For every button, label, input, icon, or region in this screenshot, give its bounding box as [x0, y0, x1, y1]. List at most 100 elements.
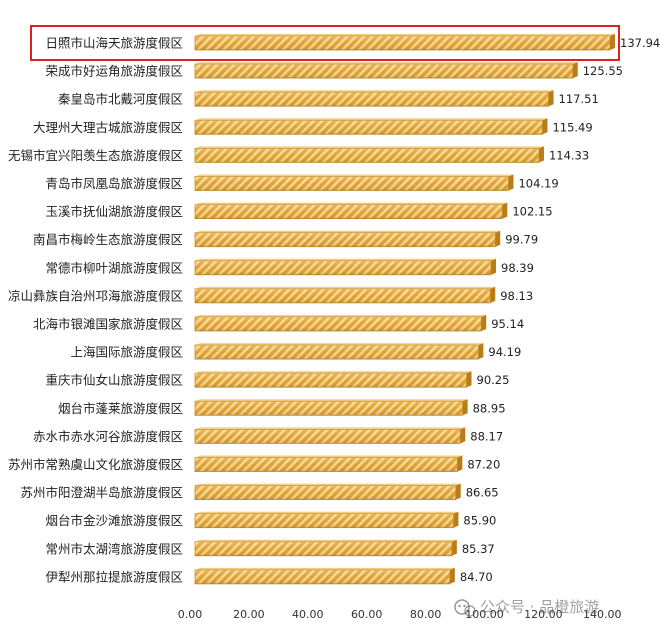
value-label: 115.49: [552, 120, 592, 134]
x-tick-label: 120.00: [524, 608, 563, 621]
category-label: 大理州大理古城旅游度假区: [33, 120, 183, 135]
bar-top-face: [195, 315, 487, 317]
bar-row: 苏州市阳澄湖半岛旅游度假区 86.65: [20, 483, 499, 500]
bar-row: 大理州大理古城旅游度假区 115.49: [33, 118, 593, 135]
bar-shading: [195, 64, 573, 79]
highlight-box: [30, 25, 620, 61]
bar-row: 上海国际旅游度假区 94.19: [70, 343, 521, 360]
value-label: 99.79: [505, 233, 538, 247]
bar-side-face: [481, 315, 487, 331]
bar-top-face: [195, 483, 461, 486]
bar-side-face: [453, 511, 459, 528]
category-label: 荣成市好运角旅游度假区: [45, 64, 183, 79]
bar-side-face: [542, 118, 548, 135]
bar-shading: [195, 373, 467, 388]
x-axis: 0.00 20.00 40.00 60.00 80.00 100.00 120.00 140.…: [178, 608, 622, 621]
bar-top-face: [195, 539, 457, 542]
bar-shading: [195, 204, 503, 219]
bar-row: 南昌市梅岭生态旅游度假区 99.79: [33, 230, 538, 247]
bar-row: 烟台市蓬莱旅游度假区 88.95: [58, 399, 506, 416]
bar-shading: [195, 148, 539, 163]
bar-side-face: [462, 399, 468, 416]
bar-top-face: [195, 258, 497, 261]
watermark-text: 公众号 · 品橙旅游: [480, 598, 599, 616]
bar-top-face: [195, 230, 501, 233]
value-label: 98.39: [501, 261, 534, 275]
bar-side-face: [508, 174, 514, 191]
bar-side-face: [491, 258, 497, 275]
value-label: 84.70: [460, 570, 493, 584]
bar-row: 常德市柳叶湖旅游度假区 98.39: [45, 258, 534, 275]
category-label: 苏州市阳澄湖半岛旅游度假区: [20, 485, 183, 500]
category-label: 凉山彝族自治州邛海旅游度假区: [8, 288, 183, 303]
bar-top-face: [195, 567, 455, 570]
bar-row: 荣成市好运角旅游度假区 125.55: [45, 62, 623, 79]
bar-top-face: [195, 62, 578, 65]
bar-side-face: [490, 286, 496, 303]
bar-side-face: [451, 539, 457, 556]
bar-side-face: [572, 62, 578, 79]
category-label: 秦皇岛市北戴河度假区: [58, 92, 183, 107]
bar-row: 青岛市凤凰岛旅游度假区 104.19: [45, 174, 559, 191]
bar-top-face: [195, 399, 468, 402]
bar-top-face: [195, 146, 544, 149]
category-label: 常德市柳叶湖旅游度假区: [45, 260, 183, 275]
value-label: 85.37: [462, 542, 495, 556]
value-label: 88.17: [470, 429, 503, 443]
bar-side-face: [538, 146, 544, 163]
wechat-icon: [454, 599, 476, 617]
bar-top-face: [195, 511, 459, 514]
category-label: 烟台市金沙滩旅游度假区: [45, 513, 183, 528]
bar-shading: [195, 485, 456, 500]
bar-side-face: [478, 343, 484, 360]
value-label: 86.65: [466, 486, 499, 500]
bar-top-face: [195, 427, 466, 430]
bar-row: 凉山彝族自治州邛海旅游度假区 98.13: [8, 286, 533, 303]
bar-shading: [195, 429, 461, 444]
value-label: 114.33: [549, 148, 589, 162]
category-label: 北海市银滩国家旅游度假区: [33, 317, 183, 332]
bar-side-face: [466, 371, 472, 388]
bar-shading: [195, 260, 492, 275]
bar-side-face: [457, 455, 463, 472]
value-label: 88.95: [473, 401, 506, 415]
category-label: 苏州市常熟虞山文化旅游度假区: [8, 457, 183, 472]
bar-shading: [195, 317, 482, 331]
bar-row: 常州市太湖湾旅游度假区 85.37: [45, 539, 495, 556]
watermark: 公众号 · 品橙旅游: [454, 598, 599, 617]
category-label: 玉溪市抚仙湖旅游度假区: [45, 204, 183, 219]
bar-side-face: [502, 202, 508, 219]
bar-shading: [195, 176, 509, 191]
bar-top-face: [195, 371, 472, 374]
bar-row: 重庆市仙女山旅游度假区 90.25: [45, 371, 509, 388]
bar-top-face: [195, 343, 484, 346]
bar-row: 秦皇岛市北戴河度假区 117.51: [58, 90, 599, 107]
bar-side-face: [610, 34, 615, 50]
bar-row: 玉溪市抚仙湖旅游度假区 102.15: [45, 202, 553, 219]
value-label: 125.55: [583, 64, 623, 78]
bar-top-face: [195, 34, 615, 36]
category-label: 伊犁州那拉提旅游度假区: [45, 569, 183, 584]
bar-row: 烟台市金沙滩旅游度假区 85.90: [45, 511, 496, 528]
value-label: 137.94: [620, 36, 660, 50]
x-tick-label: 20.00: [233, 608, 265, 621]
x-tick-label: 80.00: [410, 608, 442, 621]
x-tick-label: 40.00: [292, 608, 324, 621]
value-label: 85.90: [463, 514, 496, 528]
category-label: 上海国际旅游度假区: [70, 345, 183, 360]
value-label: 94.19: [488, 345, 521, 359]
value-label: 104.19: [518, 177, 558, 191]
bar-shading: [195, 92, 549, 107]
bar-row: 赤水市赤水河谷旅游度假区 88.17: [33, 427, 503, 444]
category-label: 南昌市梅岭生态旅游度假区: [33, 232, 183, 247]
bar-shading: [195, 569, 450, 584]
bar-side-face: [449, 567, 455, 584]
bar-top-face: [195, 286, 496, 289]
bar-shading: [195, 541, 452, 556]
bar-side-face: [460, 427, 466, 444]
value-label: 102.15: [512, 205, 552, 219]
category-label: 赤水市赤水河谷旅游度假区: [33, 429, 183, 444]
category-label: 青岛市凤凰岛旅游度假区: [45, 176, 183, 191]
